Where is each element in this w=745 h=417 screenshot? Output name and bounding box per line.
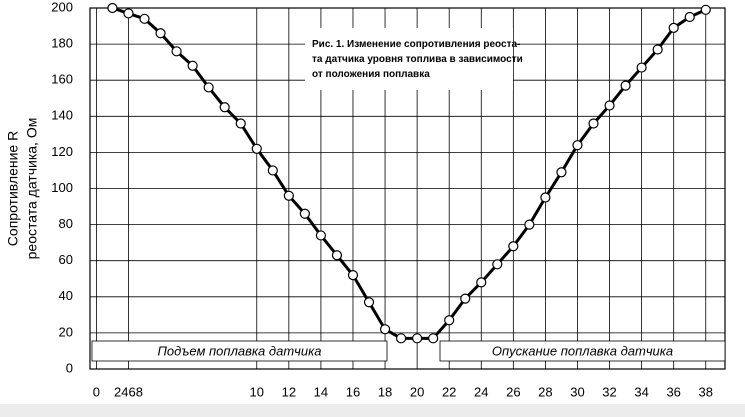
region-label: Подъем поплавка датчика [158,343,322,358]
caption-line: от положения поплавка [312,69,430,80]
data-point [604,100,615,111]
data-point [556,167,567,178]
y-axis-label: Сопротивление R [5,131,21,246]
region-box [91,340,388,362]
data-point [540,192,551,203]
data-point [588,118,599,129]
x-tick-label: 22 [442,384,456,399]
data-point [460,293,471,304]
plot-frame [89,7,726,370]
x-tick-label: 2468 [114,384,143,399]
data-point [171,46,182,57]
data-point [379,324,391,335]
data-point [684,11,695,23]
data-point [668,22,679,33]
data-point [572,140,583,151]
bottom-strip [0,404,745,417]
data-point [187,60,198,71]
caption-box [305,28,513,90]
y-tick-label: 0 [66,360,73,375]
data-point [251,143,262,154]
data-point [636,62,647,73]
x-tick-label: 38 [699,384,713,399]
data-point [524,219,535,230]
data-point [492,259,503,270]
data-point [428,333,439,344]
data-point [620,80,631,91]
x-tick-label: 0 [93,384,100,399]
x-tick-label: 12 [282,384,296,399]
x-tick-label: 14 [314,384,328,399]
data-point [476,277,487,288]
caption-line: та датчика уровня топлива в зависимости [312,54,523,65]
data-point [444,315,455,326]
y-tick-label: 120 [51,144,73,159]
y-axis-label: реостата датчика, Ом [24,118,40,260]
x-tick-label: 36 [666,384,680,399]
data-point [283,190,294,201]
data-point [347,270,359,281]
x-tick-label: 32 [602,384,616,399]
x-tick-label: 26 [506,384,520,399]
data-point [412,333,423,344]
data-point [155,28,166,39]
y-tick-label: 180 [51,36,73,51]
data-point [395,333,407,344]
y-tick-label: 20 [59,324,73,339]
caption-line: Рис. 1. Изменение сопротивления реоста- [312,39,520,50]
data-point [652,44,663,55]
data-point [700,4,711,15]
x-tick-label: 18 [378,384,392,399]
region-box [439,340,726,362]
data-point [107,2,118,14]
x-tick-label: 28 [538,384,552,399]
y-tick-label: 80 [59,216,73,231]
x-tick-label: 24 [474,384,488,399]
y-tick-label: 160 [51,72,73,87]
x-tick-label: 34 [634,384,648,399]
y-tick-label: 140 [51,108,73,123]
y-tick-label: 60 [59,252,73,267]
data-point [123,8,134,19]
data-point [508,241,519,252]
data-point [139,13,150,24]
data-point [267,165,278,176]
x-tick-label: 10 [250,384,264,399]
data-point [315,230,327,241]
data-point [203,82,214,93]
y-tick-label: 40 [59,288,73,303]
x-tick-label: 30 [570,384,584,399]
data-point [331,250,343,261]
data-point [219,102,230,113]
region-label: Опускание поплавка датчика [492,343,673,358]
y-tick-label: 100 [51,180,73,195]
y-tick-label: 200 [51,0,73,14]
x-tick-label: 20 [410,384,424,399]
data-point [299,208,310,219]
data-point [235,118,246,129]
x-tick-label: 16 [346,384,360,399]
data-point [363,297,375,308]
